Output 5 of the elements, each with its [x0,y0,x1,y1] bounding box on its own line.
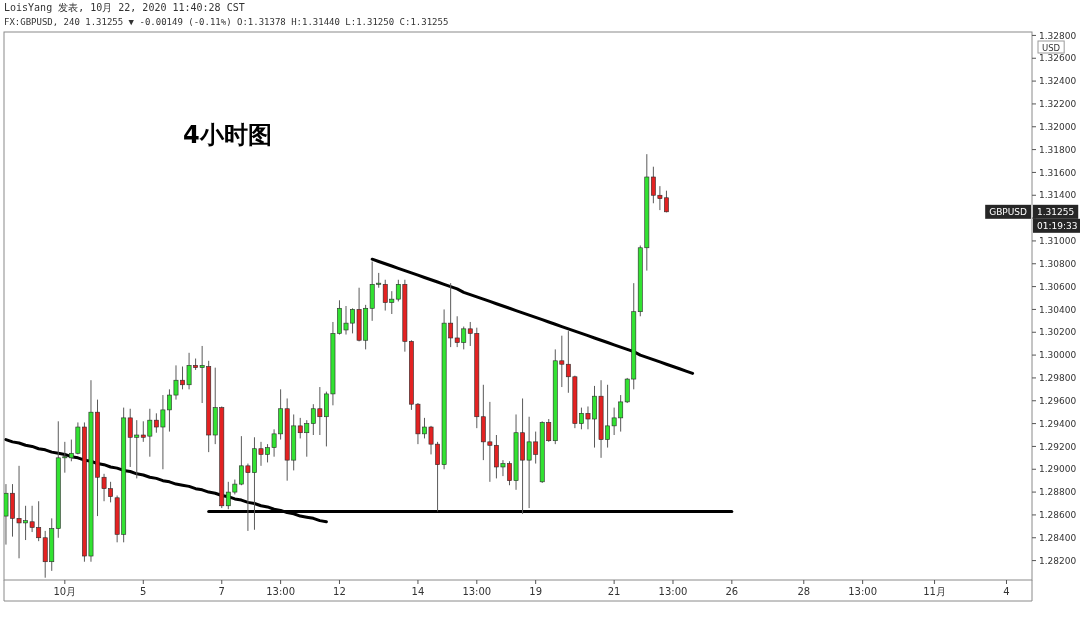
title: 4小时图 [183,121,272,149]
y-axis-title: USD [1042,42,1061,53]
note: LoisYang 发表, 10月 22, 2020 11:40:28 CST [4,2,245,13]
subtitle: FX:GBPUSD, 240 1.31255 ▼ -0.00149 (-0.11%) O:1.31378 H:1.31440 L:1.31250 C:1.31255 [4,17,449,27]
annotation: GBPUSD [989,207,1028,218]
